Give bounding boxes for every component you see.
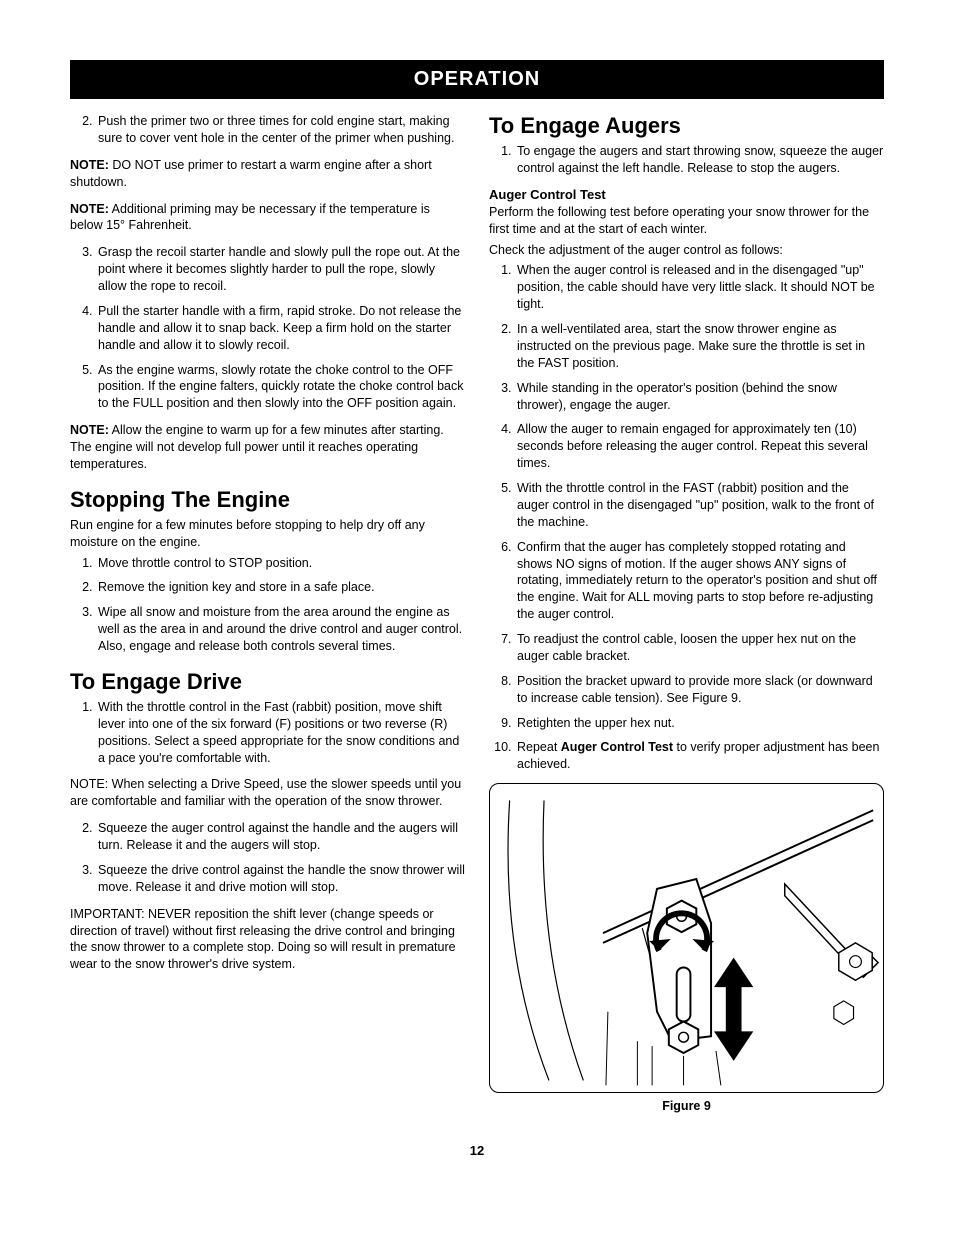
two-column-layout: Push the primer two or three times for c… [70,113,884,1113]
list-item: In a well-ventilated area, start the sno… [515,321,884,372]
stopping-engine-heading: Stopping The Engine [70,487,465,513]
drive-list-2: Squeeze the auger control against the ha… [70,820,465,896]
start-steps-list: Grasp the recoil starter handle and slow… [70,244,465,412]
list-item: Pull the starter handle with a firm, rap… [96,303,465,354]
note-text: DO NOT use primer to restart a warm engi… [70,158,432,189]
note-paragraph: NOTE: Allow the engine to warm up for a … [70,422,465,473]
note-paragraph: NOTE: Additional priming may be necessar… [70,201,465,235]
figure-caption: Figure 9 [489,1099,884,1113]
drive-note: NOTE: When selecting a Drive Speed, use … [70,776,465,810]
list-item: Retighten the upper hex nut. [515,715,884,732]
list-item: As the engine warms, slowly rotate the c… [96,362,465,413]
figure-9-illustration [490,784,883,1092]
list-item: Wipe all snow and moisture from the area… [96,604,465,655]
list-item: While standing in the operator's positio… [515,380,884,414]
list-item: Remove the ignition key and store in a s… [96,579,465,596]
augers-list: To engage the augers and start throwing … [489,143,884,177]
page-number: 12 [70,1143,884,1158]
list-item: Confirm that the auger has completely st… [515,539,884,623]
list-item: Squeeze the drive control against the ha… [96,862,465,896]
figure-9-box [489,783,884,1093]
up-down-arrow-icon [714,958,753,1061]
stopping-list: Move throttle control to STOP position. … [70,555,465,655]
primer-list-cont: Push the primer two or three times for c… [70,113,465,147]
list-item: To engage the augers and start throwing … [515,143,884,177]
list-item: When the auger control is released and i… [515,262,884,313]
note-label: NOTE: [70,423,109,437]
left-column: Push the primer two or three times for c… [70,113,465,1113]
page-title: OPERATION [70,68,884,91]
act-item10-bold: Auger Control Test [561,740,673,754]
list-item: Move throttle control to STOP position. [96,555,465,572]
list-item: Position the bracket upward to provide m… [515,673,884,707]
engage-drive-heading: To Engage Drive [70,669,465,695]
stopping-intro: Run engine for a few minutes before stop… [70,517,465,551]
act-item10-a: Repeat [517,740,561,754]
header-band: OPERATION [70,60,884,99]
act-intro-1: Perform the following test before operat… [489,204,884,238]
list-item: With the throttle control in the FAST (r… [515,480,884,531]
drive-list-1: With the throttle control in the Fast (r… [70,699,465,767]
act-intro-2: Check the adjustment of the auger contro… [489,242,884,259]
engage-augers-heading: To Engage Augers [489,113,884,139]
note-label: NOTE: [70,202,109,216]
auger-control-test-list: When the auger control is released and i… [489,262,884,773]
list-item: Allow the auger to remain engaged for ap… [515,421,884,472]
note-label: NOTE: [70,158,109,172]
list-item: With the throttle control in the Fast (r… [96,699,465,767]
note-paragraph: NOTE: DO NOT use primer to restart a war… [70,157,465,191]
list-item: Repeat Auger Control Test to verify prop… [515,739,884,773]
list-item: To readjust the control cable, loosen th… [515,631,884,665]
list-item: Push the primer two or three times for c… [96,113,465,147]
auger-control-test-heading: Auger Control Test [489,187,884,202]
list-item: Squeeze the auger control against the ha… [96,820,465,854]
note-text: Additional priming may be necessary if t… [70,202,430,233]
drive-important: IMPORTANT: NEVER reposition the shift le… [70,906,465,974]
right-column: To Engage Augers To engage the augers an… [489,113,884,1113]
list-item: Grasp the recoil starter handle and slow… [96,244,465,295]
note-text: Allow the engine to warm up for a few mi… [70,423,444,471]
